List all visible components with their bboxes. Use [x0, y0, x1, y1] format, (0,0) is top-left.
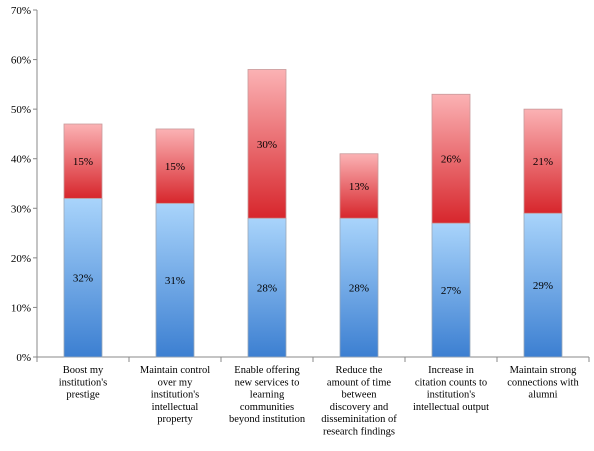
y-tick-label: 20% — [11, 253, 31, 265]
x-category-label-line: Increase in — [428, 365, 475, 376]
data-label: 26% — [441, 154, 461, 166]
x-category-label-line: discovery and — [330, 402, 389, 413]
x-category-label: Maintain control over my institution's inte… — [140, 365, 210, 425]
x-category-label: Boost my institution's prestige — [59, 365, 108, 401]
y-tick-label: 70% — [11, 5, 31, 17]
data-label: 15% — [165, 161, 185, 173]
x-category-label-line: Reduce the — [336, 365, 383, 376]
x-category-label-line: citation counts to — [415, 377, 487, 388]
x-category-label-line: property — [157, 414, 193, 425]
bar-segment-blue — [339, 217, 379, 358]
x-category-label-line: Enable offering — [234, 365, 300, 376]
labels: 32%15%Boost my institution's prestige31%15… — [59, 139, 580, 438]
x-category-label: Enable offering new services to learning co… — [229, 365, 306, 425]
bar-segment-red — [247, 69, 287, 219]
x-category-label: Maintain strong connections with alumni — [507, 365, 579, 401]
x-category-label: Reduce the amount of time between discovery… — [321, 365, 397, 438]
axes: 0% 10% 20% 30% 40% 50% 60% 70% — [11, 5, 590, 364]
bar-segment-red — [63, 123, 103, 199]
y-tick-label: 40% — [11, 154, 31, 166]
x-category-label-line: amount of time — [327, 377, 391, 388]
x-category-label-line: research findings — [323, 427, 395, 438]
x-category-label-line: connections with — [507, 377, 579, 388]
y-tick-label: 50% — [11, 104, 31, 116]
x-category-label-line: Boost my — [63, 365, 104, 376]
bar-segment-blue — [247, 217, 287, 358]
x-category-label-line: over my — [158, 377, 193, 388]
data-label: 21% — [533, 156, 553, 168]
x-category-label-line: prestige — [66, 390, 100, 401]
x-category-label-line: institution's — [427, 390, 476, 401]
data-label: 27% — [441, 285, 461, 297]
x-category-label-line: communities — [240, 402, 294, 413]
x-category-label-line: learning — [250, 390, 285, 401]
bars — [63, 69, 563, 358]
bar-segment-red — [431, 93, 471, 224]
y-tick-label: 30% — [11, 203, 31, 215]
bar-segment-blue — [63, 197, 103, 358]
x-category-label-line: institution's — [59, 377, 108, 388]
data-label: 28% — [257, 283, 277, 295]
y-tick-label: 60% — [11, 55, 31, 67]
data-label: 32% — [73, 273, 93, 285]
x-category-label-line: institution's — [151, 390, 200, 401]
data-label: 15% — [73, 156, 93, 168]
data-label: 31% — [165, 275, 185, 287]
data-label: 28% — [349, 283, 369, 295]
x-category-label-line: intellectual — [152, 402, 199, 413]
bar-segment-blue — [155, 202, 195, 358]
x-category-label-line: beyond institution — [229, 414, 306, 425]
bar-segment-red — [155, 128, 195, 204]
data-label: 29% — [533, 280, 553, 292]
x-category-label: Increase in citation counts to institution… — [413, 365, 489, 413]
x-category-label-line: Maintain strong — [510, 365, 578, 376]
x-category-label-line: disseminitation of — [321, 414, 397, 425]
data-label: 30% — [257, 139, 277, 151]
x-category-label-line: between — [342, 390, 378, 401]
x-category-label-line: new services to — [235, 377, 300, 388]
bar-segment-red — [339, 153, 379, 219]
bar-segment-blue — [431, 222, 471, 358]
bar-segment-blue — [523, 212, 563, 358]
data-label: 13% — [349, 181, 369, 193]
x-category-label-line: alumni — [528, 390, 557, 401]
y-tick-label: 0% — [16, 352, 31, 364]
y-tick-label: 10% — [11, 302, 31, 314]
x-category-label-line: Maintain control — [140, 365, 210, 376]
bar-segment-red — [523, 108, 563, 214]
x-category-label-line: intellectual output — [413, 402, 489, 413]
